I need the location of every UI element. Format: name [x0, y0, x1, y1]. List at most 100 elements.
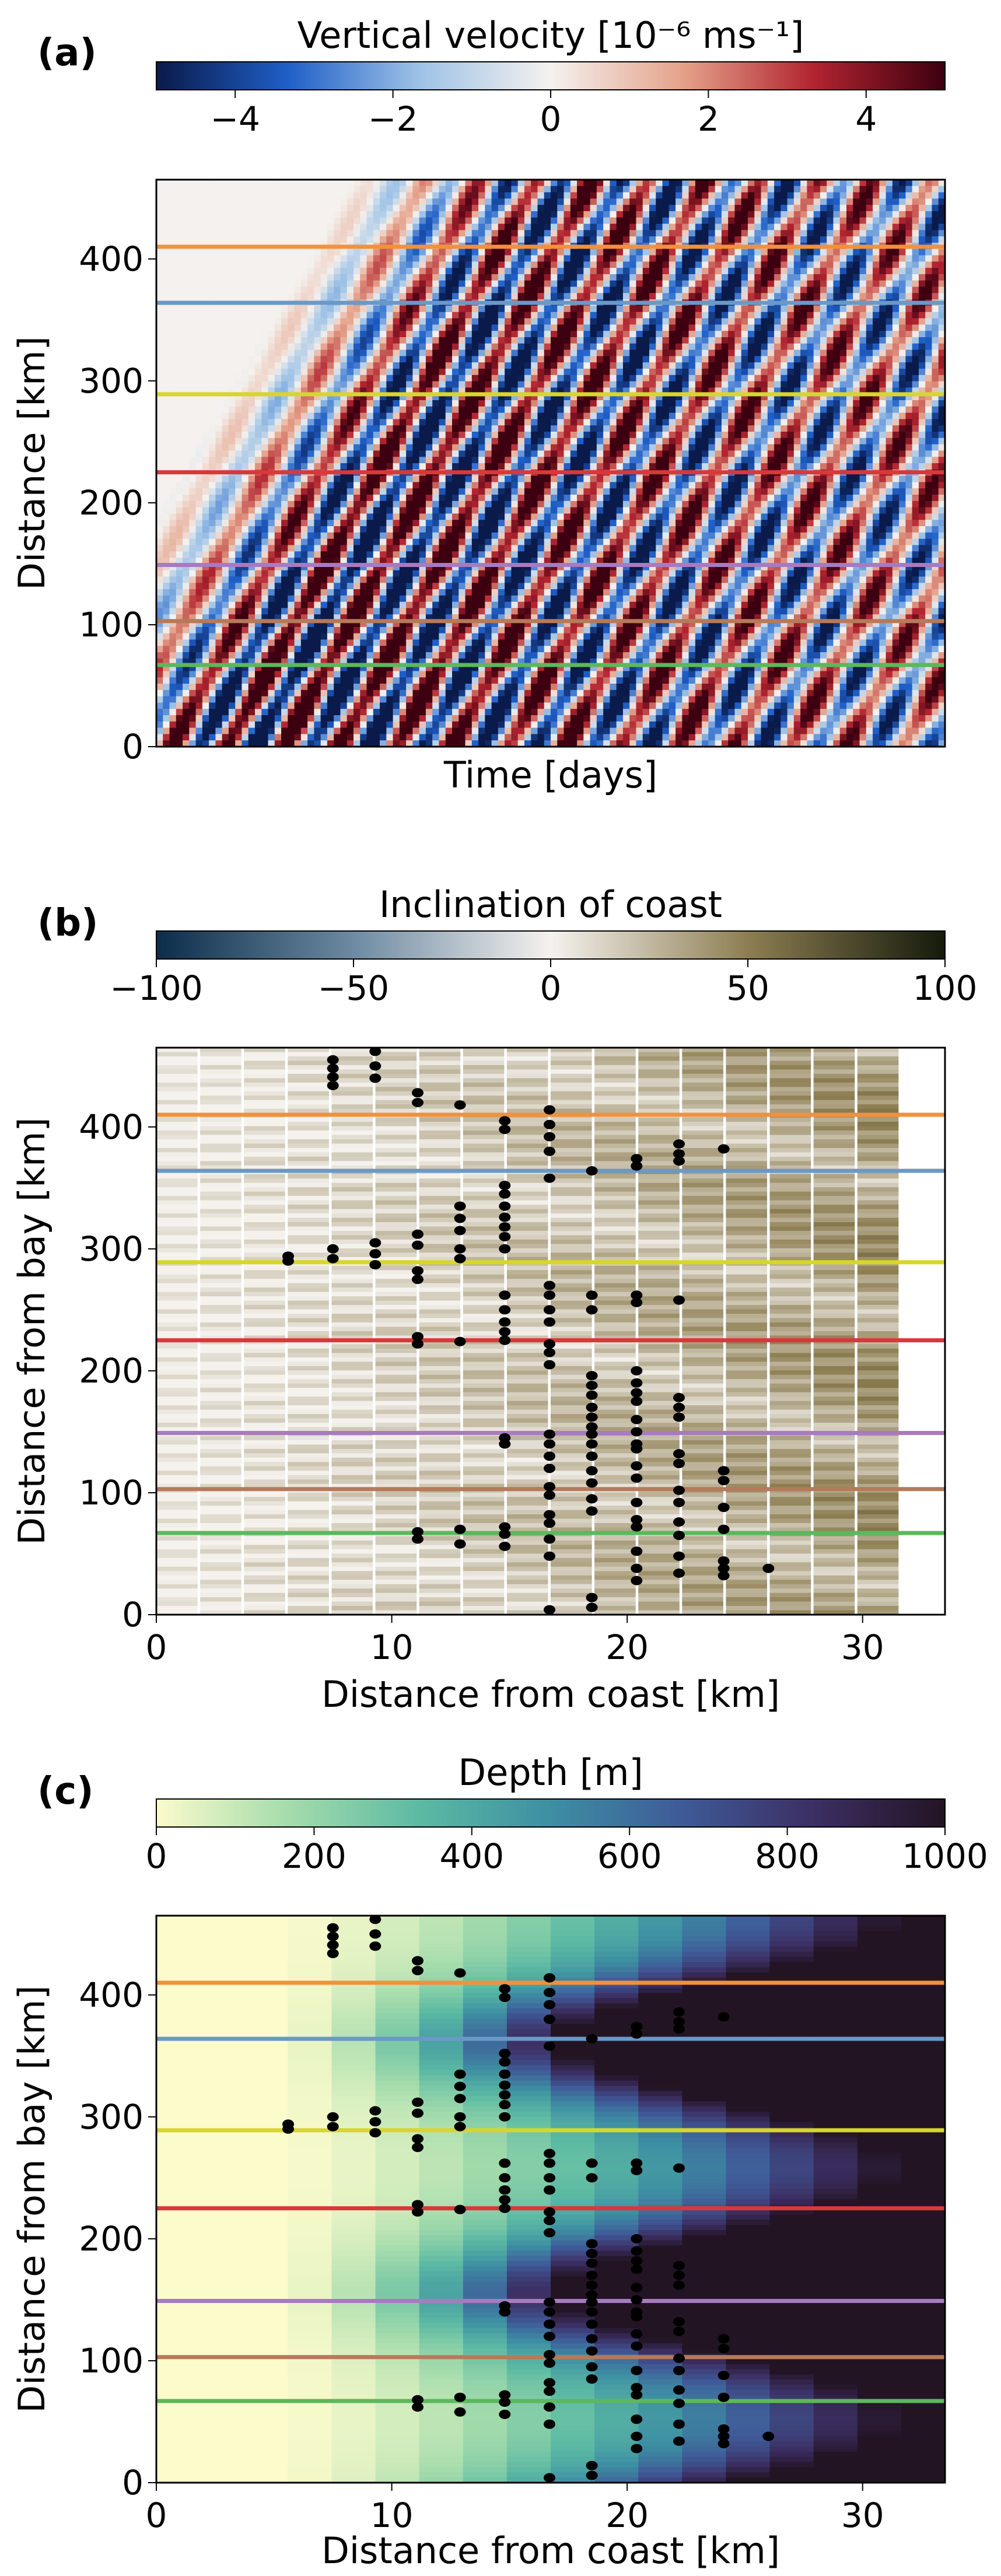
heatmap-cell: [425, 387, 433, 394]
heatmap-cell: [505, 180, 512, 187]
heatmap-cell: [360, 702, 368, 709]
heatmap-cell: [485, 293, 492, 300]
heatmap-cell: [445, 488, 453, 495]
heatmap-cell: [346, 614, 354, 621]
heatmap-cell: [215, 702, 223, 709]
heatmap-cell: [215, 286, 223, 293]
heatmap-cell: [202, 337, 209, 344]
heatmap-cell: [228, 495, 236, 502]
heatmap-cell: [498, 658, 505, 666]
heatmap-cell: [419, 438, 426, 445]
heatmap-cell: [176, 293, 183, 300]
heatmap-cell: [242, 740, 249, 747]
heatmap-cell: [445, 658, 453, 666]
heatmap-cell: [189, 286, 197, 293]
heatmap-cell: [452, 432, 459, 439]
heatmap-cell: [491, 438, 499, 445]
heatmap-cell: [419, 400, 426, 407]
heatmap-cell: [228, 236, 236, 243]
heatmap-cell: [300, 406, 308, 414]
heatmap-cell: [228, 488, 236, 495]
heatmap-cell: [300, 558, 308, 565]
heatmap-cell: [327, 438, 334, 445]
heatmap-cell: [425, 444, 433, 451]
heatmap-cell: [511, 727, 519, 734]
heatmap-cell: [268, 205, 275, 212]
heatmap-cell: [334, 356, 341, 363]
heatmap-cell: [485, 734, 492, 741]
heatmap-cell: [485, 331, 492, 338]
heatmap-cell: [288, 570, 295, 577]
heatmap-cell: [485, 406, 492, 414]
heatmap-cell: [354, 369, 360, 376]
heatmap-cell: [452, 595, 459, 603]
heatmap-cell: [189, 658, 197, 666]
heatmap-cell: [307, 318, 314, 325]
heatmap-cell: [156, 727, 163, 734]
heatmap-cell: [255, 293, 262, 300]
heatmap-cell: [491, 488, 499, 495]
heatmap-cell: [320, 684, 328, 691]
heatmap-cell: [248, 286, 256, 293]
heatmap-cell: [452, 274, 459, 281]
heatmap-cell: [373, 501, 380, 508]
heatmap-cell: [215, 532, 223, 540]
heatmap-cell: [452, 186, 459, 193]
heatmap-cell: [242, 223, 249, 230]
heatmap-cell: [183, 740, 190, 747]
heatmap-cell: [399, 576, 407, 583]
heatmap-cell: [307, 558, 314, 565]
heatmap-cell: [373, 626, 380, 634]
heatmap-cell: [222, 696, 229, 703]
heatmap-cell: [307, 601, 314, 608]
heatmap-cell: [248, 180, 256, 187]
heatmap-cell: [406, 488, 413, 495]
heatmap-cell: [261, 457, 269, 464]
heatmap-cell: [498, 463, 505, 470]
heatmap-cell: [235, 696, 243, 703]
heatmap-cell: [169, 236, 177, 243]
heatmap-cell: [314, 412, 321, 419]
heatmap-cell: [360, 684, 368, 691]
heatmap-cell: [485, 545, 492, 552]
heatmap-cell: [498, 595, 505, 603]
heatmap-cell: [386, 545, 394, 552]
heatmap-cell: [176, 356, 183, 363]
heatmap-cell: [222, 331, 229, 338]
heatmap-cell: [419, 526, 426, 533]
heatmap-cell: [366, 513, 374, 520]
heatmap-cell: [432, 608, 440, 615]
heatmap-cell: [406, 324, 413, 331]
heatmap-cell: [354, 520, 360, 527]
heatmap-cell: [340, 463, 348, 470]
heatmap-cell: [189, 450, 197, 457]
heatmap-cell: [366, 646, 374, 653]
heatmap-cell: [261, 727, 269, 734]
heatmap-cell: [195, 306, 203, 313]
heatmap-cell: [242, 538, 249, 545]
heatmap-cell: [380, 223, 387, 230]
heatmap-cell: [511, 488, 519, 495]
heatmap-cell: [366, 381, 374, 388]
heatmap-cell: [399, 513, 407, 520]
heatmap-cell: [412, 652, 420, 659]
heatmap-cell: [471, 608, 479, 615]
heatmap-cell: [288, 671, 295, 678]
heatmap-cell: [366, 715, 374, 722]
heatmap-cell: [222, 538, 229, 545]
heatmap-cell: [195, 293, 203, 300]
heatmap-cell: [327, 400, 334, 407]
heatmap-cell: [222, 570, 229, 577]
heatmap-cell: [412, 394, 420, 401]
heatmap-cell: [452, 369, 459, 376]
heatmap-cell: [406, 306, 413, 313]
heatmap-cell: [485, 677, 492, 684]
heatmap-cell: [439, 406, 446, 414]
heatmap-cell: [485, 658, 492, 666]
heatmap-cell: [517, 293, 525, 300]
heatmap-cell: [209, 709, 216, 716]
heatmap-cell: [300, 677, 308, 684]
heatmap-cell: [419, 727, 426, 734]
heatmap-cell: [386, 475, 394, 482]
heatmap-cell: [459, 432, 466, 439]
